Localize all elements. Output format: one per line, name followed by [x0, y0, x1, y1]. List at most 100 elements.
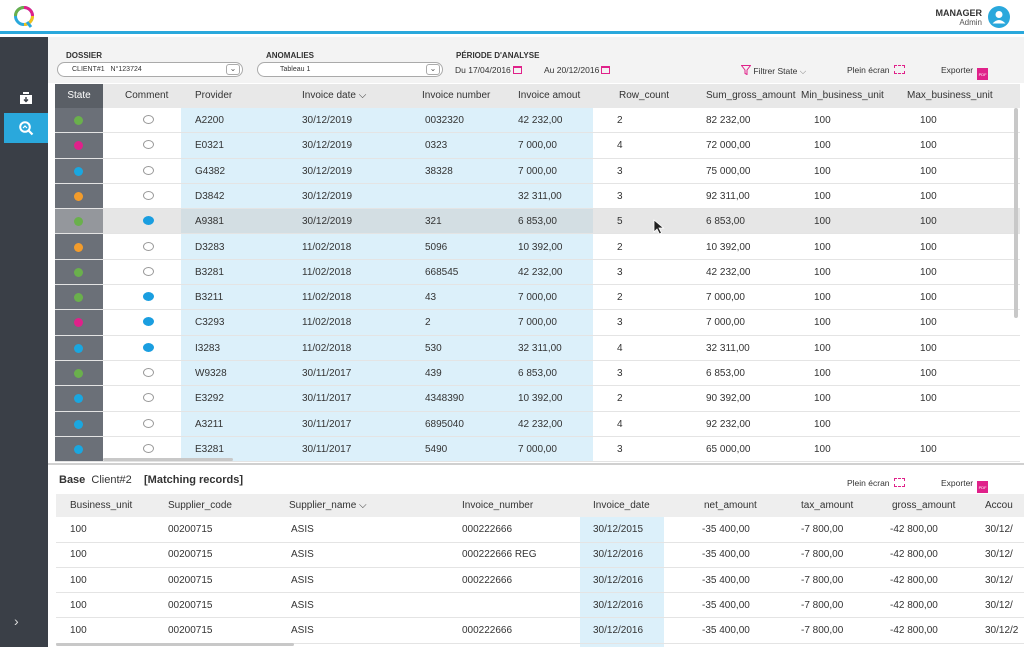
column-header-state[interactable]: State [55, 84, 103, 108]
calendar-icon[interactable] [601, 66, 611, 74]
filter-state-button[interactable]: Filtrer State ⌵ [740, 65, 806, 77]
column-header-row-count[interactable]: Row_count [619, 90, 670, 101]
vertical-scrollbar[interactable] [1014, 108, 1018, 318]
column-header-supplier-name[interactable]: Supplier_name ⌵ [289, 494, 367, 517]
comment-bubble-icon[interactable] [143, 165, 154, 175]
table-row[interactable]: A2200 30/12/2019 0032320 42 232,00 2 82 232,0… [55, 108, 1020, 134]
avatar[interactable] [988, 6, 1010, 28]
table-row[interactable]: I3283 11/02/2018 530 32 311,00 4 32 311,00 100… [55, 336, 1020, 361]
comment-bubble-icon[interactable] [143, 418, 154, 428]
sum-gross-cell: 6 853,00 [706, 368, 745, 379]
column-header-provider[interactable]: Provider [195, 90, 233, 101]
horizontal-scrollbar[interactable] [56, 643, 294, 646]
column-header-comment[interactable]: Comment [125, 90, 169, 101]
table-row[interactable]: D3283 11/02/2018 5096 10 392,00 2 10 392,00 10… [55, 235, 1020, 260]
calendar-icon[interactable] [512, 66, 522, 74]
row-count-cell: 2 [617, 115, 623, 126]
column-header-invoice-date-label: Invoice date [302, 90, 356, 101]
sidebar-item-search[interactable] [4, 113, 48, 143]
invoice-amount-cell: 7 000,00 [518, 443, 557, 455]
table-row[interactable]: 100 00200715 ASIS 000222666 30/12/2015 -35 40… [56, 517, 1024, 543]
column-header-invoice-date[interactable]: Invoice date ⌵ [302, 84, 366, 108]
chevron-down-icon: ⌵ [358, 90, 367, 101]
comment-bubble-icon[interactable] [143, 216, 154, 226]
comment-bubble-icon[interactable] [143, 115, 154, 124]
comment-bubble-icon[interactable] [143, 393, 154, 403]
max-bu-cell: 100 [920, 216, 937, 228]
export-button[interactable]: Exporter PDF [941, 65, 989, 80]
comment-bubble-icon[interactable] [143, 190, 154, 200]
expand-sidebar-chevron-icon[interactable]: › [14, 613, 19, 629]
comment-bubble-icon[interactable] [143, 292, 154, 302]
table-row[interactable]: E3281 30/11/2017 5490 7 000,00 3 65 000,00 100… [55, 437, 1020, 462]
column-header-tax-amount[interactable]: tax_amount [801, 500, 854, 511]
table-row[interactable]: 100 00200715 ASIS 000222666 30/12/2016 -35 40… [56, 618, 1024, 644]
column-header-invoice-number[interactable]: Invoice_number [462, 500, 534, 511]
invoice-date-cell: 30/12/2019 [302, 190, 353, 202]
table-row[interactable]: A3211 30/11/2017 6895040 42 232,00 4 92 232,0… [55, 412, 1020, 437]
table-row[interactable]: 100 00200715 ASIS 000222666 REG 30/12/2016 -3… [56, 542, 1024, 568]
comment-bubble-icon[interactable] [143, 342, 154, 352]
column-header-account[interactable]: Accou [985, 500, 1013, 511]
table-row[interactable]: B3281 11/02/2018 668545 42 232,00 3 42 232,00… [55, 260, 1020, 286]
date-from-field[interactable]: Du 17/04/2016 [455, 65, 522, 75]
column-header-min-bu[interactable]: Min_business_unit [801, 90, 884, 101]
net-amount-cell: -35 400,00 [702, 574, 750, 586]
date-to-field[interactable]: Au 20/12/2016 [544, 65, 611, 75]
invoice-number-cell: 530 [425, 342, 442, 354]
table-row[interactable]: G4382 30/12/2019 38328 7 000,00 3 75 000,00 10… [55, 159, 1020, 184]
column-header-invoice-date[interactable]: Invoice_date [593, 500, 650, 511]
table-row[interactable]: 100 00200715 ASIS 000222666 30/12/2016 -35 40… [56, 568, 1024, 594]
column-header-supplier-code[interactable]: Supplier_code [168, 500, 232, 511]
fullscreen-button[interactable]: Plein écran [847, 65, 905, 75]
account-cell: 30/12/2 [985, 625, 1019, 637]
min-bu-cell: 100 [814, 443, 831, 455]
table-row[interactable]: D3842 30/12/2019 32 311,00 3 92 311,00 100 100 [55, 184, 1020, 210]
comment-bubble-icon[interactable] [143, 317, 154, 327]
net-amount-cell: -35 400,00 [702, 524, 750, 535]
column-header-invoice-amount[interactable]: Invoice amout [518, 90, 581, 101]
table-row[interactable]: B3211 11/02/2018 43 7 000,00 2 7 000,00 100 100 [55, 285, 1020, 311]
invoice-date-cell: 30/11/2017 [302, 368, 352, 379]
comment-bubble-icon[interactable] [143, 140, 154, 150]
invoice-date-cell: 30/12/2019 [302, 140, 353, 152]
comment-bubble-icon[interactable] [143, 266, 154, 276]
filter-state-label: Filtrer State [753, 66, 798, 76]
dossier-label: DOSSIER [66, 51, 103, 60]
invoice-amount-cell: 6 853,00 [518, 216, 557, 228]
column-header-sum-gross[interactable]: Sum_gross_amount [706, 90, 796, 101]
comment-bubble-icon[interactable] [143, 241, 154, 251]
provider-cell: W9328 [195, 368, 227, 379]
anomalies-select[interactable]: Tableau 1 ⌄ [257, 62, 443, 77]
column-header-invoice-number[interactable]: Invoice number [422, 90, 491, 101]
comment-bubble-icon[interactable] [143, 443, 154, 453]
min-bu-cell: 100 [814, 115, 831, 126]
invoice-amount-cell: 10 392,00 [518, 241, 563, 253]
table-row[interactable]: A9381 30/12/2019 321 6 853,00 5 6 853,00 100 10… [55, 209, 1020, 235]
column-header-business-unit[interactable]: Business_unit [70, 500, 133, 511]
invoice-amount-cell: 7 000,00 [518, 140, 557, 152]
column-header-net-amount[interactable]: net_amount [704, 500, 757, 511]
comment-bubble-icon[interactable] [143, 368, 154, 377]
export-button-bottom[interactable]: Exporter PDF [941, 478, 989, 493]
row-count-cell: 3 [617, 368, 623, 379]
table-row[interactable]: C3293 11/02/2018 2 7 000,00 3 7 000,00 100 100 [55, 310, 1020, 336]
table-row[interactable]: W9328 30/11/2017 439 6 853,00 3 6 853,00 100 10… [55, 361, 1020, 387]
mouse-cursor-icon [653, 219, 665, 235]
row-count-cell: 4 [617, 342, 623, 354]
fullscreen-label: Plein écran [847, 478, 890, 488]
invoice-number-cell: 6895040 [425, 418, 464, 430]
horizontal-scrollbar[interactable] [103, 458, 233, 461]
fullscreen-button-bottom[interactable]: Plein écran [847, 478, 905, 488]
sidebar-item-inbox[interactable] [4, 83, 48, 113]
table-row[interactable]: 100 00200715 ASIS 30/12/2016 -35 400,00 -7 80… [56, 593, 1024, 619]
app-logo[interactable] [12, 5, 36, 29]
table-row[interactable]: E3292 30/11/2017 4348390 10 392,00 2 90 392,0… [55, 386, 1020, 412]
dossier-select[interactable]: CLIENT#1 N°123724 ⌄ [57, 62, 243, 77]
column-header-max-bu[interactable]: Max_business_unit [907, 90, 993, 101]
invoice-number-cell: 321 [425, 216, 442, 228]
row-count-cell: 4 [617, 418, 623, 430]
column-header-gross-amount[interactable]: gross_amount [892, 500, 956, 511]
account-cell: 30/12/ [985, 574, 1013, 586]
table-row[interactable]: E0321 30/12/2019 0323 7 000,00 4 72 000,00 100… [55, 133, 1020, 159]
